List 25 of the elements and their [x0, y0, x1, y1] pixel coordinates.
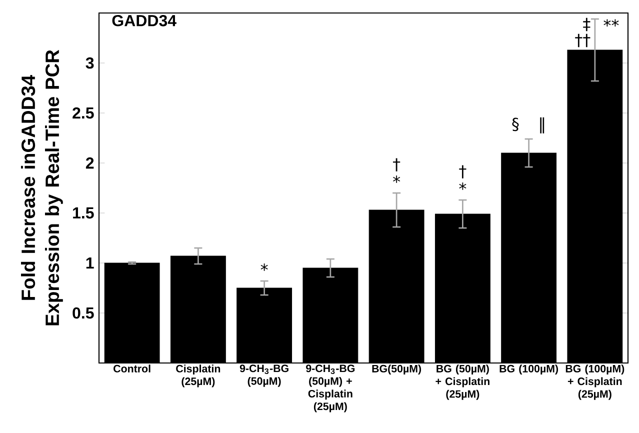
annotation: *: [393, 176, 400, 183]
annotation: †: [393, 158, 400, 172]
x-tick-label: BG (50µM) + Cisplatin (25µM): [436, 364, 490, 400]
x-tick-label: 9-CH$_{3}$-BG (50µM) + Cisplatin (25µM): [306, 364, 355, 412]
y-tick-label: 2: [86, 157, 94, 169]
annotation: †: [459, 165, 466, 178]
annotation: **: [604, 19, 619, 26]
annotation: § ‖: [512, 117, 544, 134]
y-tick-label: 0.5: [72, 307, 94, 319]
y-tick-label: 3: [86, 57, 94, 69]
annotation: *: [459, 182, 466, 190]
annotation: ††: [575, 34, 590, 48]
x-tick-label: Control: [114, 364, 150, 372]
y-tick-label: 1.5: [73, 207, 94, 219]
y-axis-title: Fold Increase inGADD34 Expression by Real-Time PCR: [21, 50, 63, 326]
x-tick-label: 9-CH$_{3}$-BG (50µM): [240, 364, 288, 387]
x-tick-label: BG(50µM): [372, 364, 422, 375]
x-tick-label: Cisplatin (25µM): [176, 364, 220, 388]
chart-title: GADD34: [112, 14, 176, 26]
annotation: *: [260, 264, 268, 271]
x-tick-label: BG (100µM) + Cisplatin (25µM): [566, 364, 624, 400]
y-tick-label: 2.5: [72, 107, 94, 119]
annotation: ‡: [583, 18, 590, 32]
x-tick-label: BG (100µM): [500, 364, 558, 375]
y-tick-label: 1: [86, 258, 94, 269]
